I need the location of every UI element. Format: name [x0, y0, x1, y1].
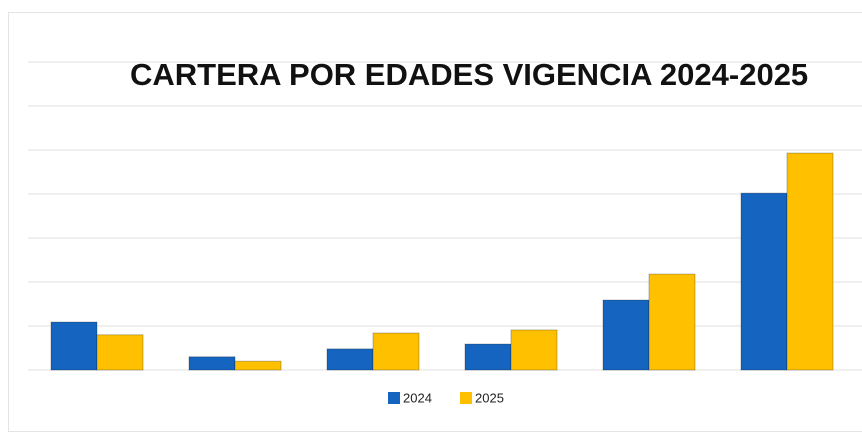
bar [786, 152, 834, 371]
bar [372, 332, 420, 371]
bar [234, 360, 282, 371]
legend-swatch [388, 392, 400, 404]
bar [602, 299, 650, 371]
legend-label: 2025 [475, 390, 504, 405]
bar [326, 348, 374, 371]
bar [96, 334, 144, 371]
page: {"chart_data": {"type": "bar", "title": … [8, 12, 862, 432]
bar [510, 329, 558, 371]
chart: 2024 2025 [28, 61, 862, 405]
bar [648, 273, 696, 371]
bar [740, 192, 788, 371]
bar [464, 343, 512, 371]
legend-swatch [460, 392, 472, 404]
bar [188, 356, 236, 371]
bar [50, 321, 98, 371]
legend-label: 2024 [403, 390, 432, 405]
chart-title: CARTERA POR EDADES VIGENCIA 2024-2025 [130, 57, 809, 92]
